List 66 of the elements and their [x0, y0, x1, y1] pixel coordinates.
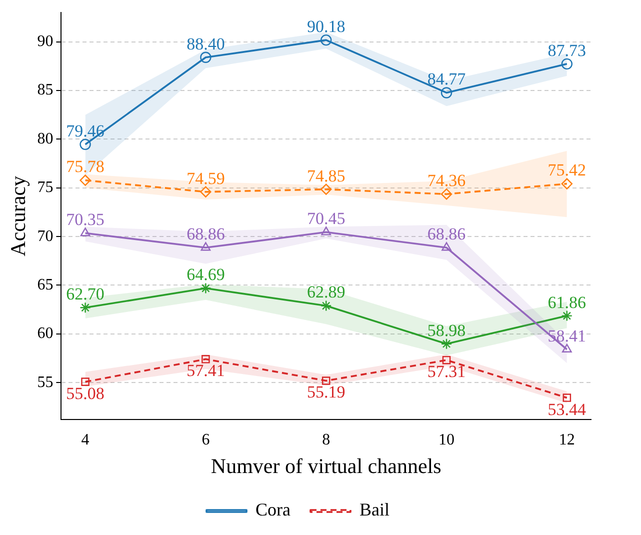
- data-label: 58.98: [427, 320, 466, 340]
- point: [440, 338, 452, 350]
- x-axis-title: Numver of virtual channels: [210, 454, 442, 478]
- data-label: 55.19: [306, 382, 346, 402]
- data-label: 61.86: [548, 292, 586, 312]
- data-label: 84.77: [427, 70, 466, 89]
- point: [80, 302, 91, 314]
- data-label: 62.89: [306, 282, 346, 302]
- point: [200, 186, 212, 198]
- point: [320, 184, 332, 195]
- x-tick-label: 6: [202, 431, 210, 448]
- point: [320, 300, 332, 312]
- data-label: 57.31: [427, 362, 466, 382]
- point: [200, 52, 212, 63]
- point: [442, 356, 451, 364]
- point: [322, 376, 330, 385]
- point: [440, 188, 452, 200]
- point: [561, 310, 573, 322]
- point: [562, 394, 572, 402]
- point: [440, 87, 452, 98]
- data-label: 74.59: [186, 168, 225, 188]
- data-label: 87.73: [548, 40, 586, 60]
- legend-label: Cora: [256, 500, 291, 520]
- y-tick-label: 75: [37, 179, 54, 196]
- data-label: 68.86: [186, 224, 225, 244]
- point: [200, 282, 212, 294]
- y-tick-label: 60: [37, 325, 54, 342]
- y-axis-title: Accuracy: [6, 175, 30, 256]
- point: [442, 242, 452, 251]
- point: [202, 355, 210, 364]
- data-label: 68.86: [427, 224, 466, 244]
- y-tick-label: 85: [37, 82, 54, 99]
- data-label: 79.46: [66, 121, 104, 140]
- point: [561, 58, 573, 70]
- point: [321, 226, 332, 236]
- data-label: 64.69: [186, 265, 225, 284]
- data-label: 53.44: [548, 400, 587, 419]
- y-tick-label: 55: [37, 374, 54, 391]
- x-tick-label: 12: [558, 431, 575, 448]
- x-tick-label: 8: [322, 431, 330, 448]
- point: [562, 344, 572, 352]
- point: [200, 242, 211, 251]
- y-tick-label: 65: [37, 276, 54, 294]
- data-label: 88.40: [186, 34, 225, 54]
- point: [81, 378, 90, 386]
- data-label: 75.78: [66, 157, 104, 176]
- data-label: 90.18: [306, 17, 346, 36]
- data-label: 55.08: [66, 384, 104, 403]
- data-label: 62.70: [66, 284, 104, 304]
- point: [80, 174, 91, 186]
- y-tick-label: 70: [37, 228, 54, 245]
- point: [320, 34, 332, 46]
- point: [561, 178, 573, 190]
- data-label: 70.45: [306, 209, 346, 228]
- data-label: 74.85: [306, 166, 346, 186]
- data-label: 70.35: [66, 210, 104, 230]
- x-tick-label: 4: [81, 431, 90, 448]
- data-label: 57.41: [186, 361, 225, 380]
- y-tick-label: 80: [37, 130, 54, 148]
- point: [80, 138, 91, 150]
- legend-label: Bail: [359, 500, 390, 520]
- x-tick-label: 10: [438, 431, 455, 448]
- point: [80, 228, 90, 236]
- data-label: 75.42: [548, 160, 586, 180]
- y-tick-label: 90: [37, 33, 54, 50]
- data-label: 74.36: [427, 171, 466, 190]
